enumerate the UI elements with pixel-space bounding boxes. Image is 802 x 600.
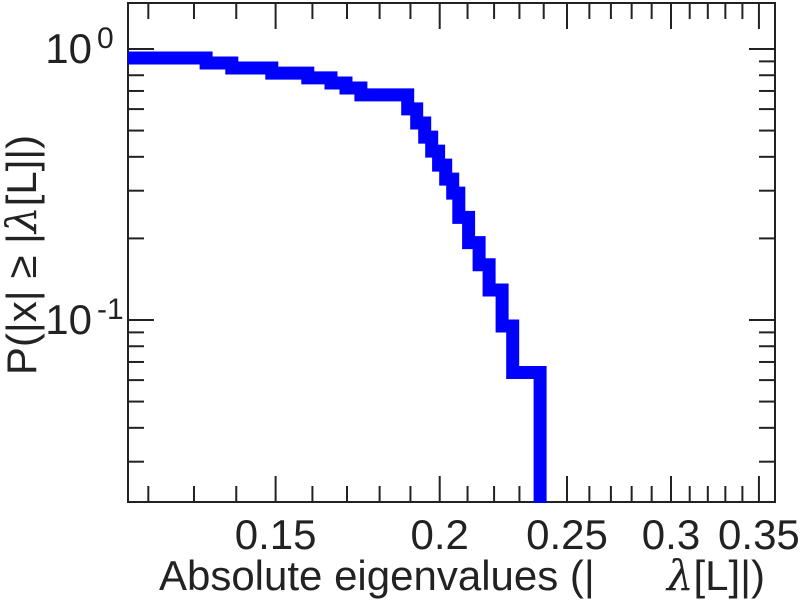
x-tick-label: 0.15 (235, 511, 317, 558)
x-tick-label: 0.25 (526, 511, 608, 558)
y-tick-exponent-1e0: 0 (97, 22, 114, 55)
x-tick-labels: 0.15 0.2 0.25 0.3 0.35 (235, 511, 800, 558)
axes-frame (127, 2, 776, 503)
y-tick-exponent-1e-1: -1 (97, 293, 124, 326)
y-axis-title: P(|x| ≥ |λ[L]|) (0, 135, 46, 375)
plot-border (127, 2, 776, 503)
ccdf-step-curve (128, 51, 547, 503)
x-tick-label: 0.3 (642, 511, 700, 558)
x-tick-label: 0.35 (718, 511, 800, 558)
x-axis-title: Absolute eigenvalues (| λ[L]|) (159, 551, 765, 600)
y-tick-label-1e0: 10 (45, 25, 92, 72)
x-tick-label: 0.2 (411, 511, 469, 558)
y-tick-label-1e-1: 10 (45, 296, 92, 343)
